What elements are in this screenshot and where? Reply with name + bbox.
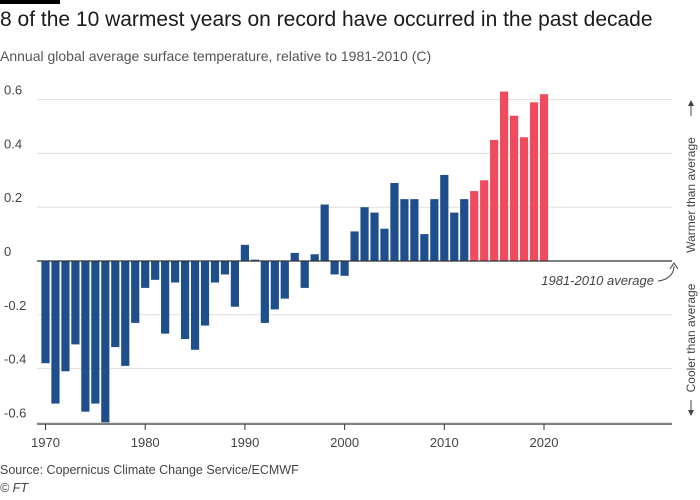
bar-2014: [480, 180, 489, 261]
bar-1975: [91, 261, 100, 404]
x-axis-ticks: 1970 1980 1990 2000 2010 2020: [31, 424, 558, 450]
y-tick-label: 0.6: [4, 83, 22, 98]
y-tick-label: -0.2: [4, 298, 26, 313]
cooler-arrow-head: [688, 410, 694, 416]
bar-2013: [470, 191, 479, 261]
baseline-label: 1981-2010 average: [541, 273, 654, 288]
y-tick-label: 0.2: [4, 190, 22, 205]
y-tick-label: -0.6: [4, 405, 26, 420]
bar-1979: [131, 261, 140, 323]
bar-1977: [111, 261, 120, 348]
warmer-label: Warmer than average: [684, 137, 698, 253]
bar-1993: [270, 261, 279, 310]
bar-1991: [250, 259, 259, 261]
bar-2018: [519, 137, 529, 261]
bar-1970: [41, 261, 50, 364]
bar-2020: [539, 94, 549, 261]
bar-1982: [161, 261, 170, 334]
copyright-note: © FT: [0, 481, 28, 495]
grid-lines: [37, 99, 672, 423]
bar-1994: [280, 261, 289, 299]
warmer-arrow-head: [688, 100, 694, 106]
bar-1981: [151, 261, 160, 280]
bar-2008: [420, 234, 429, 261]
bar-1980: [141, 261, 150, 288]
bar-1971: [51, 261, 60, 404]
bar-1973: [71, 261, 80, 345]
annotations: 1981-2010 average Warmer than average Cool…: [541, 100, 698, 416]
bar-1974: [81, 261, 90, 412]
bar-2010: [440, 174, 449, 261]
bar-1999: [330, 261, 339, 275]
bar-2005: [390, 182, 399, 261]
bar-1985: [190, 261, 200, 350]
bars: [41, 91, 549, 423]
bar-chart: 0.6 0.4 0.2 0 -0.2 -0.4 -0.6 1970 1980 1990 2000 2…: [4, 83, 698, 450]
bar-1996: [300, 261, 309, 288]
y-tick-label: -0.4: [4, 352, 26, 367]
x-tick-label: 1980: [131, 435, 160, 450]
x-tick-label: 1990: [230, 435, 259, 450]
bar-1989: [230, 261, 240, 307]
baseline-callout-line: [657, 265, 675, 282]
bar-1995: [290, 252, 299, 261]
bar-1988: [220, 261, 230, 275]
bar-1984: [180, 261, 190, 340]
axes: [37, 260, 672, 425]
bar-1978: [121, 261, 130, 366]
bar-2016: [500, 91, 509, 261]
bar-1983: [171, 261, 180, 283]
bar-2015: [490, 139, 499, 261]
source-note: Source: Copernicus Climate Change Servic…: [0, 463, 299, 477]
bar-2012: [460, 199, 469, 261]
chart-subtitle: Annual global average surface temperatur…: [0, 48, 432, 64]
bar-2017: [509, 115, 519, 262]
bar-2001: [350, 231, 359, 261]
y-tick-label: 0: [4, 244, 11, 259]
bar-2000: [340, 261, 349, 276]
bar-2007: [410, 199, 419, 261]
bar-1987: [210, 261, 220, 283]
chart-title: 8 of the 10 warmest years on record have…: [0, 8, 653, 31]
bar-2002: [360, 207, 369, 261]
x-tick-label: 2000: [330, 435, 359, 450]
y-tick-label: 0.4: [4, 136, 22, 151]
bar-1976: [101, 261, 110, 423]
y-axis-ticks: 0.6 0.4 0.2 0 -0.2 -0.4 -0.6: [4, 83, 26, 421]
bar-2011: [450, 212, 459, 261]
bar-2009: [430, 199, 439, 261]
bar-1990: [240, 244, 249, 261]
bar-2004: [380, 228, 389, 261]
bar-2006: [400, 199, 409, 261]
bar-2019: [529, 102, 539, 261]
x-tick-label: 2020: [530, 435, 559, 450]
bar-1997: [310, 254, 319, 261]
bar-1998: [320, 204, 329, 261]
cooler-label: Cooler than average: [684, 283, 698, 392]
x-tick-label: 1970: [31, 435, 60, 450]
x-tick-label: 2010: [430, 435, 459, 450]
baseline-callout-arrowhead: [669, 262, 679, 270]
bar-1972: [61, 261, 70, 372]
ft-top-bar: [0, 0, 60, 4]
bar-1992: [260, 261, 269, 323]
bar-1986: [200, 261, 210, 326]
bar-2003: [370, 212, 379, 261]
